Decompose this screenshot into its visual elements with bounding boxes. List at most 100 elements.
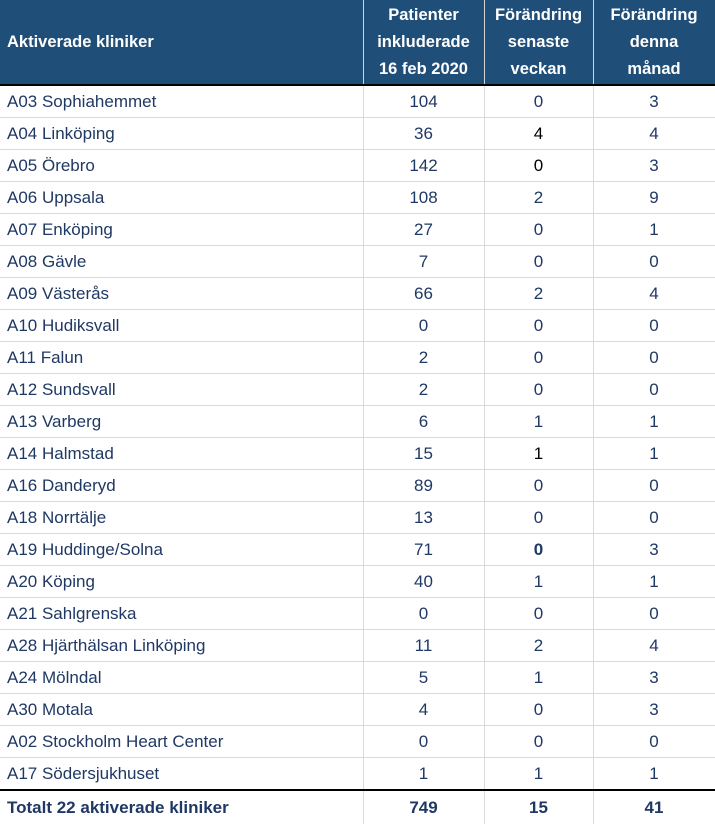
week-change-cell: 0 [484, 309, 594, 342]
month-change-cell: 1 [593, 213, 715, 246]
week-change-cell: 0 [484, 149, 594, 182]
patients-cell: 27 [363, 213, 485, 246]
clinic-name-cell: A10 Hudiksvall [0, 309, 364, 342]
clinic-name-cell: A08 Gävle [0, 245, 364, 278]
clinic-name-cell: A07 Enköping [0, 213, 364, 246]
week-change-cell: 2 [484, 181, 594, 214]
total-patients: 749 [363, 789, 485, 824]
month-change-cell: 1 [593, 437, 715, 470]
clinic-name-cell: A02 Stockholm Heart Center [0, 725, 364, 758]
week-change-cell: 1 [484, 437, 594, 470]
week-change-cell: 2 [484, 277, 594, 310]
patients-cell: 104 [363, 85, 485, 118]
month-change-cell: 0 [593, 341, 715, 374]
month-change-cell: 9 [593, 181, 715, 214]
week-change-cell: 0 [484, 341, 594, 374]
clinic-name-cell: A17 Södersjukhuset [0, 757, 364, 791]
patients-cell: 4 [363, 693, 485, 726]
header-clinic: Aktiverade kliniker [0, 0, 364, 86]
clinic-name-cell: A09 Västerås [0, 277, 364, 310]
total-month-change: 41 [593, 789, 715, 824]
table-row: A04 Linköping 36 4 4 [0, 117, 715, 150]
table-row: A19 Huddinge/Solna 71 0 3 [0, 533, 715, 566]
week-change-cell: 0 [484, 213, 594, 246]
clinic-name-cell: A11 Falun [0, 341, 364, 374]
table-row: A07 Enköping 27 0 1 [0, 213, 715, 246]
clinic-name-cell: A20 Köping [0, 565, 364, 598]
patients-cell: 1 [363, 757, 485, 791]
month-change-cell: 4 [593, 277, 715, 310]
week-change-cell: 0 [484, 245, 594, 278]
week-change-cell: 0 [484, 373, 594, 406]
table-row: A02 Stockholm Heart Center 0 0 0 [0, 725, 715, 758]
table-header: Aktiverade kliniker Patienter inkluderad… [0, 0, 715, 86]
month-change-cell: 0 [593, 725, 715, 758]
month-change-cell: 1 [593, 757, 715, 791]
month-change-cell: 1 [593, 405, 715, 438]
table-body: A03 Sophiahemmet 104 0 3 A04 Linköping 36 4 4 A0… [0, 85, 715, 791]
month-change-cell: 0 [593, 501, 715, 534]
week-change-cell: 1 [484, 565, 594, 598]
patients-cell: 142 [363, 149, 485, 182]
patients-cell: 11 [363, 629, 485, 662]
month-change-cell: 0 [593, 373, 715, 406]
header-patients: Patienter inkluderade 16 feb 2020 [363, 0, 485, 86]
table-row: A12 Sundsvall 2 0 0 [0, 373, 715, 406]
table-row: A14 Halmstad 15 1 1 [0, 437, 715, 470]
table-footer: Totalt 22 aktiverade kliniker 749 15 41 [0, 789, 715, 824]
week-change-cell: 1 [484, 757, 594, 791]
month-change-cell: 1 [593, 565, 715, 598]
table-row: A24 Mölndal 5 1 3 [0, 661, 715, 694]
month-change-cell: 0 [593, 309, 715, 342]
patients-cell: 15 [363, 437, 485, 470]
patients-cell: 0 [363, 725, 485, 758]
week-change-cell: 0 [484, 597, 594, 630]
table-row: A17 Södersjukhuset 1 1 1 [0, 757, 715, 791]
week-change-cell: 0 [484, 469, 594, 502]
table-row: A21 Sahlgrenska 0 0 0 [0, 597, 715, 630]
clinic-name-cell: A28 Hjärthälsan Linköping [0, 629, 364, 662]
month-change-cell: 3 [593, 661, 715, 694]
week-change-cell: 0 [484, 725, 594, 758]
month-change-cell: 0 [593, 245, 715, 278]
month-change-cell: 3 [593, 533, 715, 566]
total-label: Totalt 22 aktiverade kliniker [0, 789, 364, 824]
month-change-cell: 0 [593, 469, 715, 502]
table-row: A09 Västerås 66 2 4 [0, 277, 715, 310]
table-row: A20 Köping 40 1 1 [0, 565, 715, 598]
month-change-cell: 0 [593, 597, 715, 630]
table-row: A03 Sophiahemmet 104 0 3 [0, 85, 715, 118]
month-change-cell: 3 [593, 693, 715, 726]
patients-cell: 0 [363, 309, 485, 342]
table-row: A06 Uppsala 108 2 9 [0, 181, 715, 214]
month-change-cell: 3 [593, 149, 715, 182]
table-row: A16 Danderyd 89 0 0 [0, 469, 715, 502]
month-change-cell: 4 [593, 117, 715, 150]
patients-cell: 89 [363, 469, 485, 502]
patients-cell: 66 [363, 277, 485, 310]
header-week-change: Förändring senaste veckan [484, 0, 594, 86]
patients-cell: 6 [363, 405, 485, 438]
clinic-name-cell: A30 Motala [0, 693, 364, 726]
table-row: A13 Varberg 6 1 1 [0, 405, 715, 438]
table-row: A05 Örebro 142 0 3 [0, 149, 715, 182]
clinic-name-cell: A14 Halmstad [0, 437, 364, 470]
week-change-cell: 1 [484, 405, 594, 438]
clinic-name-cell: A04 Linköping [0, 117, 364, 150]
week-change-cell: 2 [484, 629, 594, 662]
week-change-cell: 4 [484, 117, 594, 150]
month-change-cell: 4 [593, 629, 715, 662]
week-change-cell: 0 [484, 693, 594, 726]
week-change-cell: 1 [484, 661, 594, 694]
clinic-name-cell: A03 Sophiahemmet [0, 85, 364, 118]
patients-cell: 40 [363, 565, 485, 598]
patients-cell: 71 [363, 533, 485, 566]
table-row: A08 Gävle 7 0 0 [0, 245, 715, 278]
patients-cell: 5 [363, 661, 485, 694]
table-row: A28 Hjärthälsan Linköping 11 2 4 [0, 629, 715, 662]
clinic-name-cell: A05 Örebro [0, 149, 364, 182]
patients-cell: 7 [363, 245, 485, 278]
clinic-name-cell: A16 Danderyd [0, 469, 364, 502]
clinic-name-cell: A06 Uppsala [0, 181, 364, 214]
